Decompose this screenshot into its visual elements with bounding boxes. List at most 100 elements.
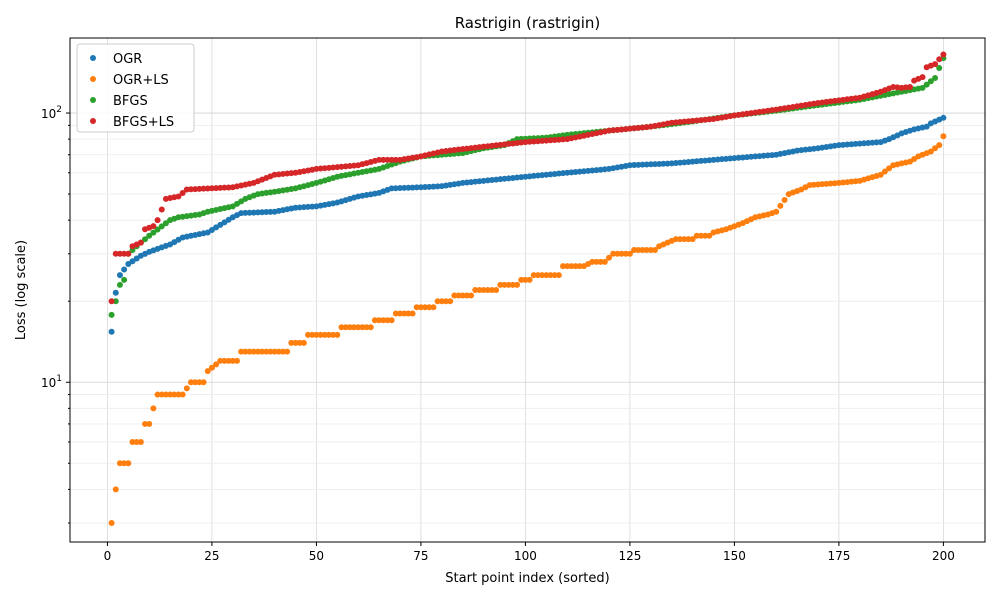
data-point [455,292,462,299]
data-point [693,232,700,239]
legend-marker [90,76,96,82]
plot-frame [69,37,986,543]
legend-label: BFGS+LS [113,115,174,130]
data-point [384,156,391,163]
data-point [188,379,195,386]
data-point [158,391,165,398]
data-point [488,287,495,294]
data-point [484,287,491,294]
data-points [108,51,947,526]
data-point [923,81,930,88]
data-point [129,438,136,445]
data-point [179,391,186,398]
data-point [137,438,144,445]
data-point [108,520,115,526]
data-point [162,220,169,227]
series-ogr-ls [108,133,947,526]
legend-label: BFGS [113,94,148,109]
data-point [940,133,947,140]
data-point [501,281,508,288]
data-point [468,292,475,299]
data-point [618,250,625,257]
data-point [881,168,888,175]
data-point [514,281,521,288]
data-point [179,189,186,196]
data-point [263,348,270,355]
data-point [112,289,119,296]
data-point [539,272,546,279]
data-point [932,74,939,81]
data-point [522,276,529,283]
data-point [279,348,286,355]
data-point [919,74,926,81]
data-point [927,78,934,85]
data-point [116,250,123,257]
data-point [371,317,378,324]
data-point [121,460,128,467]
data-point [108,328,115,335]
data-point [154,391,161,398]
data-point [380,156,387,163]
data-point [643,246,650,253]
data-point [254,348,261,355]
data-point [317,331,324,338]
data-point [413,184,420,191]
data-point [610,250,617,257]
data-point [442,298,449,305]
data-point [146,232,153,239]
data-point [225,357,232,364]
data-point [338,324,345,331]
data-point [392,156,399,163]
data-point [614,250,621,257]
x-tick-label: 100 [514,549,537,563]
data-point [932,145,939,152]
data-point [175,193,182,200]
data-point [116,460,123,467]
data-point [940,114,947,121]
data-point [142,420,149,427]
data-point [685,236,692,243]
data-point [154,217,161,224]
data-point [677,236,684,243]
data-point [702,232,709,239]
data-point [886,165,893,172]
data-point [175,391,182,398]
data-point [284,348,291,355]
data-point [325,331,332,338]
data-point [133,438,140,445]
data-point [125,250,132,257]
x-axis-label: Start point index (sorted) [445,571,609,586]
data-point [622,250,629,257]
data-point [940,51,947,58]
data-point [397,310,404,317]
data-point [451,292,458,299]
data-point [923,123,930,130]
data-point [551,272,558,279]
data-point [509,281,516,288]
data-point [158,223,165,230]
data-point [200,379,207,386]
data-point [229,357,236,364]
data-point [388,156,395,163]
data-point [426,304,433,311]
x-tick-label: 25 [204,549,219,563]
data-point [555,272,562,279]
data-point [543,272,550,279]
data-point [196,379,203,386]
data-point [158,206,165,213]
data-point [238,348,245,355]
data-point [430,304,437,311]
data-point [877,171,884,178]
data-point [405,310,412,317]
data-point [773,208,780,215]
x-tick-label: 0 [104,549,112,563]
data-point [919,84,926,91]
data-point [363,324,370,331]
data-point [936,56,943,63]
data-point [376,156,383,163]
data-point [463,292,470,299]
data-point [936,142,943,149]
data-point [162,391,169,398]
data-point [342,324,349,331]
